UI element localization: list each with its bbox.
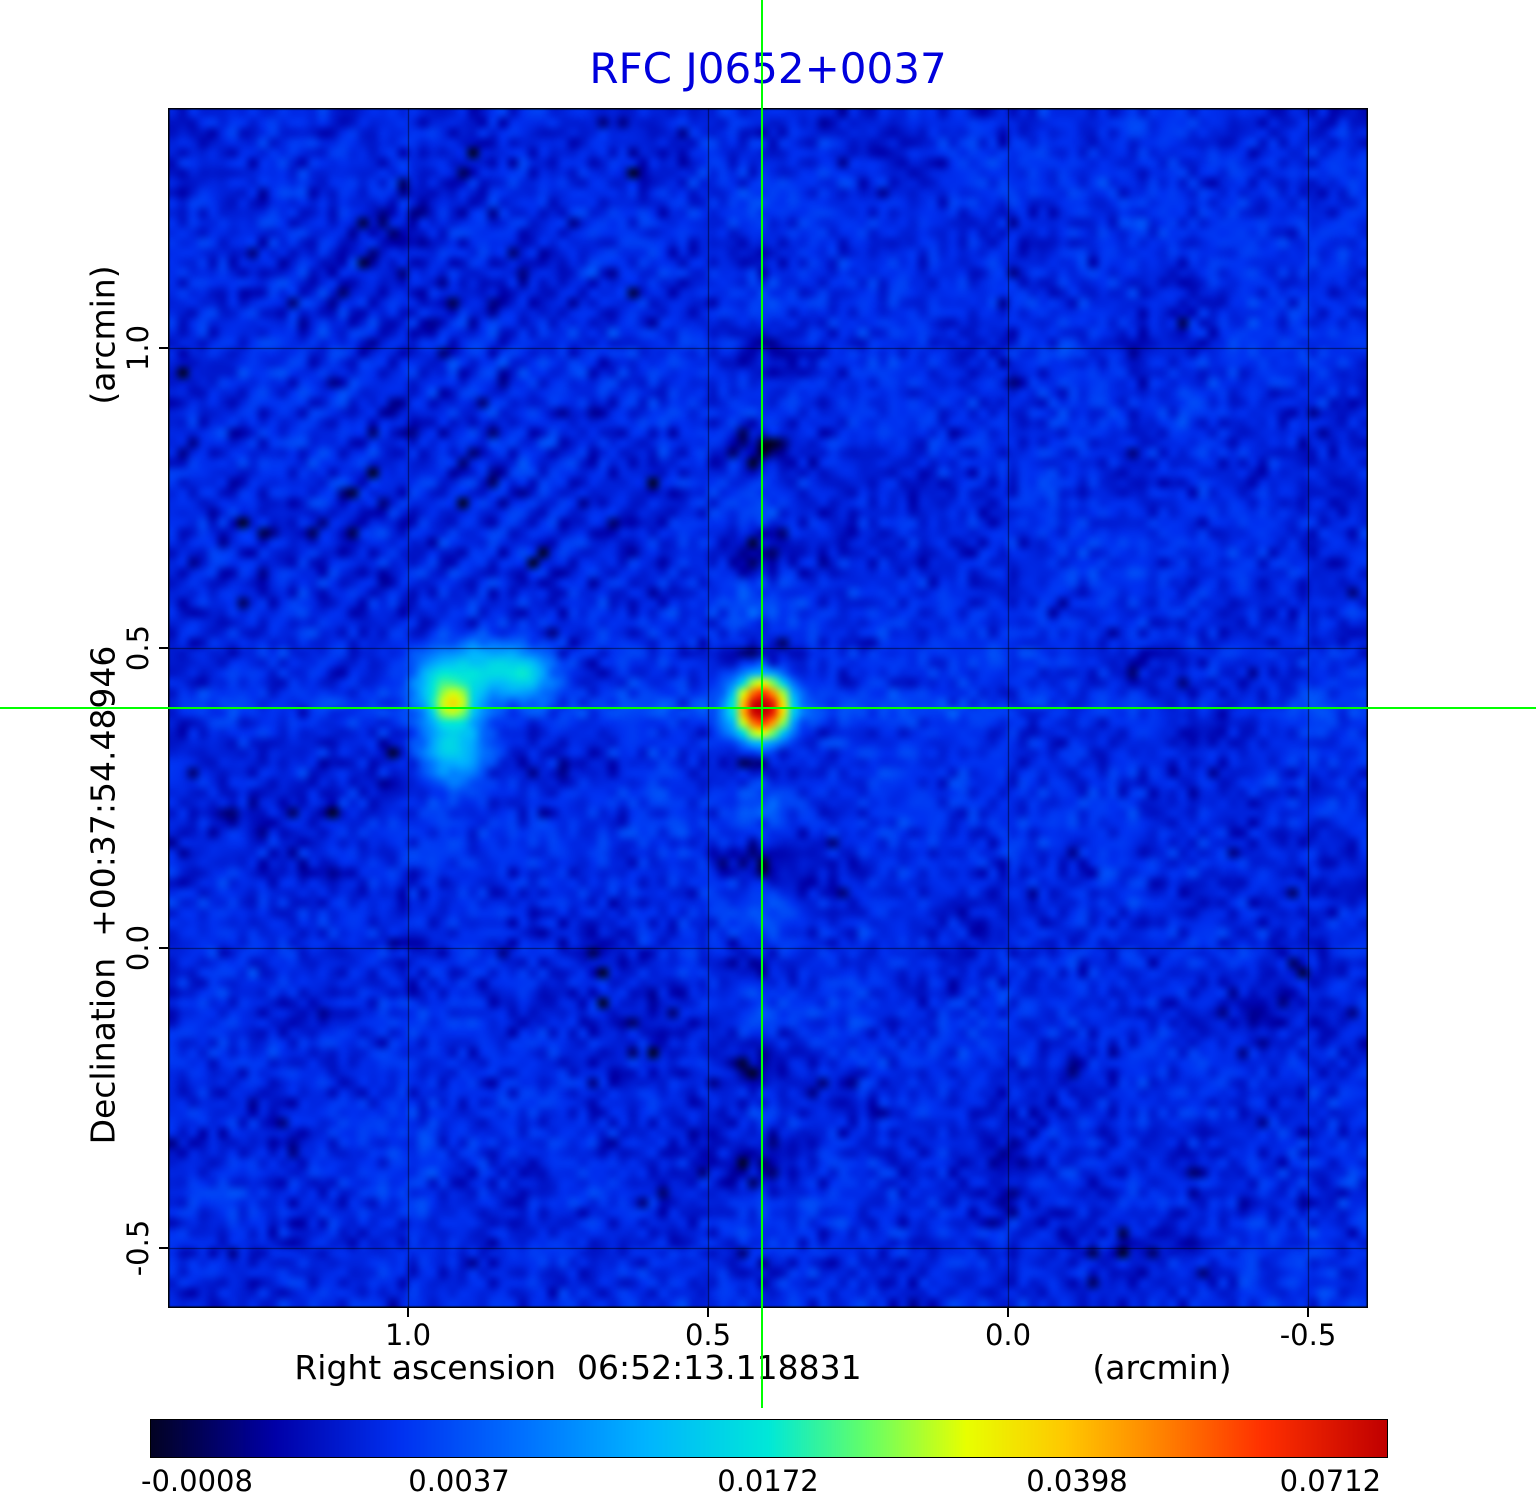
colorbar-tick-label: -0.0008 (140, 1464, 253, 1498)
x-tick-label: 0.0 (984, 1318, 1032, 1352)
colorbar-tick-label: 0.0712 (1279, 1464, 1382, 1498)
y-tick-mark (159, 1247, 168, 1249)
x-tick-mark (707, 1308, 709, 1317)
crosshair-horizontal-line (0, 707, 1536, 709)
x-tick-mark (407, 1308, 409, 1317)
x-axis-unit-label: (arcmin) (1092, 1348, 1232, 1387)
y-tick-label: -0.5 (121, 1219, 155, 1277)
y-axis-unit-label: (arcmin) (83, 265, 123, 405)
crosshair-vertical-line (761, 0, 763, 1408)
x-tick-mark (1007, 1308, 1009, 1317)
x-tick-mark (1307, 1308, 1309, 1317)
colorbar-tick-label: 0.0037 (408, 1464, 510, 1498)
y-tick-mark (159, 947, 168, 949)
x-tick-label: 0.5 (684, 1318, 732, 1352)
y-axis-label: Declination +00:37:54.48946 (83, 645, 123, 1145)
colorbar-tick-label: 0.0172 (717, 1464, 819, 1498)
y-tick-label: 1.0 (121, 324, 155, 372)
x-tick-label: 1.0 (384, 1318, 432, 1352)
plot-title: RFC J0652+0037 (589, 44, 947, 93)
y-tick-mark (159, 647, 168, 649)
colorbar (150, 1419, 1388, 1458)
colorbar-tick-label: 0.0398 (1026, 1464, 1128, 1498)
x-tick-label: -0.5 (1279, 1318, 1337, 1352)
y-tick-label: 0.0 (121, 924, 155, 972)
y-tick-mark (159, 347, 168, 349)
y-tick-label: 0.5 (121, 624, 155, 672)
x-axis-label: Right ascension 06:52:13.118831 (294, 1348, 862, 1387)
